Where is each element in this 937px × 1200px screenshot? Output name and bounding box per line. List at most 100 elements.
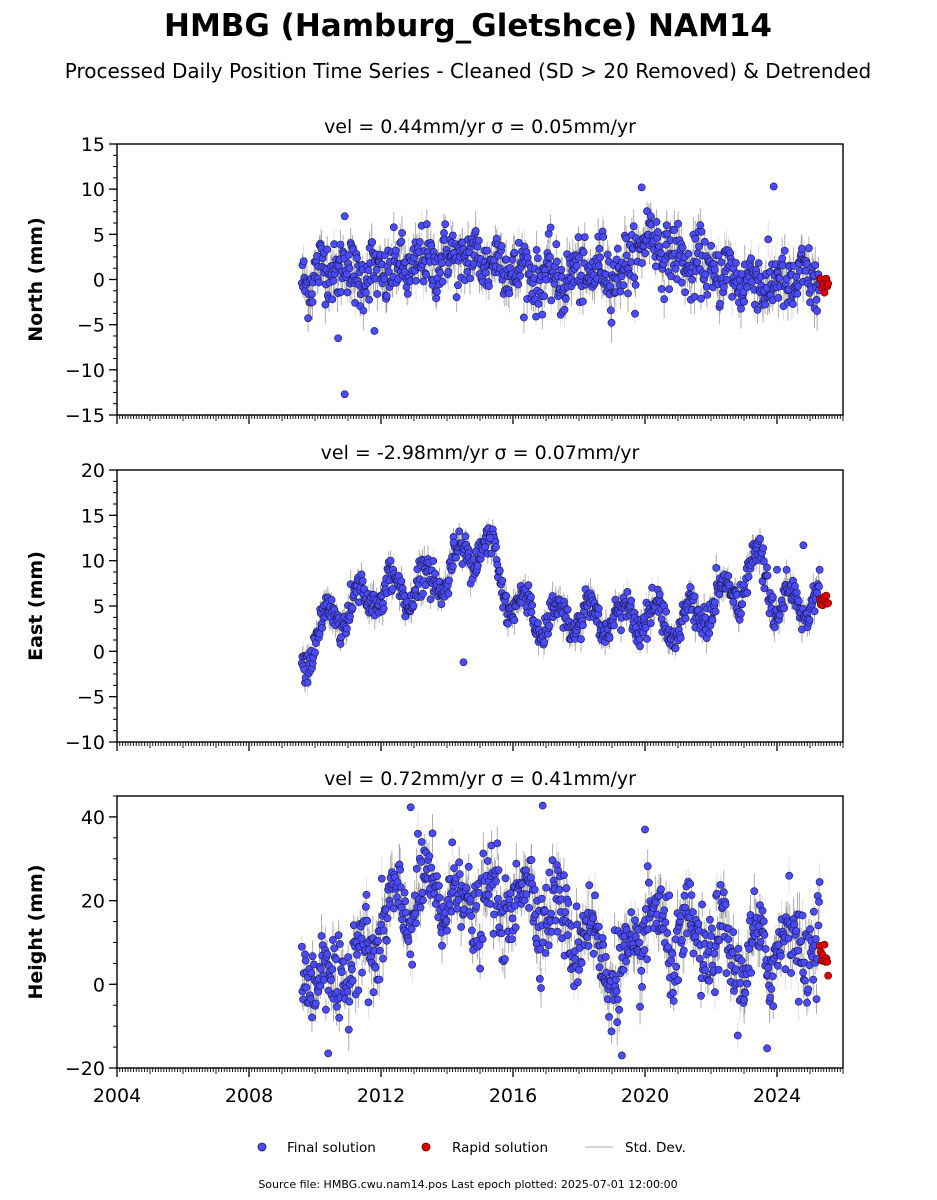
- final-point: [413, 829, 422, 838]
- final-point: [630, 273, 639, 282]
- final-point: [441, 220, 450, 228]
- final-point: [307, 969, 316, 977]
- final-point: [379, 954, 387, 963]
- final-point: [303, 678, 312, 687]
- final-point: [419, 896, 427, 905]
- final-point: [546, 223, 555, 232]
- final-point: [455, 527, 464, 536]
- final-point: [318, 624, 326, 632]
- final-point: [504, 619, 512, 628]
- final-point: [353, 254, 361, 263]
- ylabel-height: Height (mm): [25, 864, 47, 999]
- final-point: [297, 942, 306, 951]
- final-point-outlier: [773, 565, 781, 574]
- final-point: [361, 288, 370, 297]
- final-point: [337, 633, 345, 641]
- final-point: [401, 908, 410, 917]
- final-point: [415, 238, 424, 246]
- final-point: [756, 534, 764, 543]
- final-point: [775, 274, 784, 283]
- final-point: [678, 278, 686, 287]
- final-point: [344, 1025, 353, 1034]
- final-point: [815, 565, 824, 574]
- final-point: [703, 290, 712, 299]
- final-point: [382, 936, 391, 945]
- final-point: [412, 919, 420, 928]
- final-point: [510, 616, 519, 625]
- final-point: [422, 270, 431, 279]
- final-point: [631, 309, 639, 318]
- final-point: [396, 883, 405, 891]
- final-point: [308, 952, 317, 961]
- final-point: [374, 937, 382, 945]
- final-point: [417, 858, 425, 866]
- final-point: [327, 596, 336, 604]
- final-point: [308, 298, 317, 306]
- final-point: [438, 259, 446, 268]
- final-point: [337, 288, 345, 296]
- final-point: [688, 275, 696, 284]
- final-point: [353, 950, 361, 959]
- final-point: [377, 874, 386, 883]
- final-point: [343, 987, 352, 996]
- final-point: [426, 595, 435, 604]
- final-point: [348, 604, 357, 613]
- final-point: [579, 621, 587, 630]
- ytick-label: 15: [81, 134, 105, 156]
- final-point: [641, 623, 650, 632]
- final-point: [617, 626, 625, 635]
- final-point: [495, 566, 504, 575]
- final-point: [534, 254, 542, 262]
- final-point: [483, 246, 491, 255]
- final-point: [400, 888, 409, 897]
- final-point: [304, 314, 312, 323]
- final-point: [375, 975, 384, 984]
- figure-title: HMBG (Hamburg_Gletshce) NAM14: [164, 8, 772, 44]
- final-point: [606, 282, 615, 290]
- final-point: [657, 249, 665, 258]
- final-point: [676, 634, 685, 642]
- final-point: [528, 601, 537, 610]
- final-point: [540, 638, 549, 647]
- final-point: [538, 310, 547, 319]
- final-point: [729, 598, 738, 606]
- final-point: [594, 604, 603, 613]
- final-point: [440, 229, 448, 237]
- ytick-label: 5: [93, 224, 105, 246]
- final-point: [561, 294, 570, 303]
- final-point: [411, 909, 420, 918]
- final-point: [791, 582, 799, 591]
- final-point: [359, 306, 368, 315]
- final-point: [607, 306, 615, 315]
- final-point: [357, 570, 366, 579]
- final-point: [474, 236, 483, 245]
- final-point: [697, 227, 706, 236]
- final-point: [657, 285, 666, 293]
- final-point: [473, 562, 482, 570]
- final-point: [308, 1013, 316, 1022]
- final-point: [665, 285, 674, 293]
- final-point: [437, 600, 446, 608]
- final-point: [442, 916, 451, 925]
- final-point: [763, 571, 772, 580]
- final-point: [316, 982, 325, 990]
- final-point: [364, 998, 373, 1007]
- final-point: [520, 313, 528, 322]
- final-point: [575, 253, 583, 262]
- final-point: [510, 248, 519, 257]
- final-point: [798, 244, 806, 253]
- final-point: [732, 259, 740, 267]
- final-point: [445, 900, 454, 909]
- final-point: [534, 299, 543, 308]
- final-point: [448, 231, 457, 240]
- final-point: [453, 904, 462, 913]
- final-point: [438, 277, 447, 286]
- final-point: [623, 588, 632, 596]
- final-point: [373, 290, 382, 298]
- final-point: [622, 234, 630, 243]
- final-point: [774, 293, 783, 302]
- final-point: [419, 277, 428, 286]
- panels: vel = 0.44mm/yr σ = 0.05mm/yr North (mm) 1…: [25, 116, 844, 1107]
- final-point: [412, 276, 420, 285]
- final-point: [435, 893, 444, 902]
